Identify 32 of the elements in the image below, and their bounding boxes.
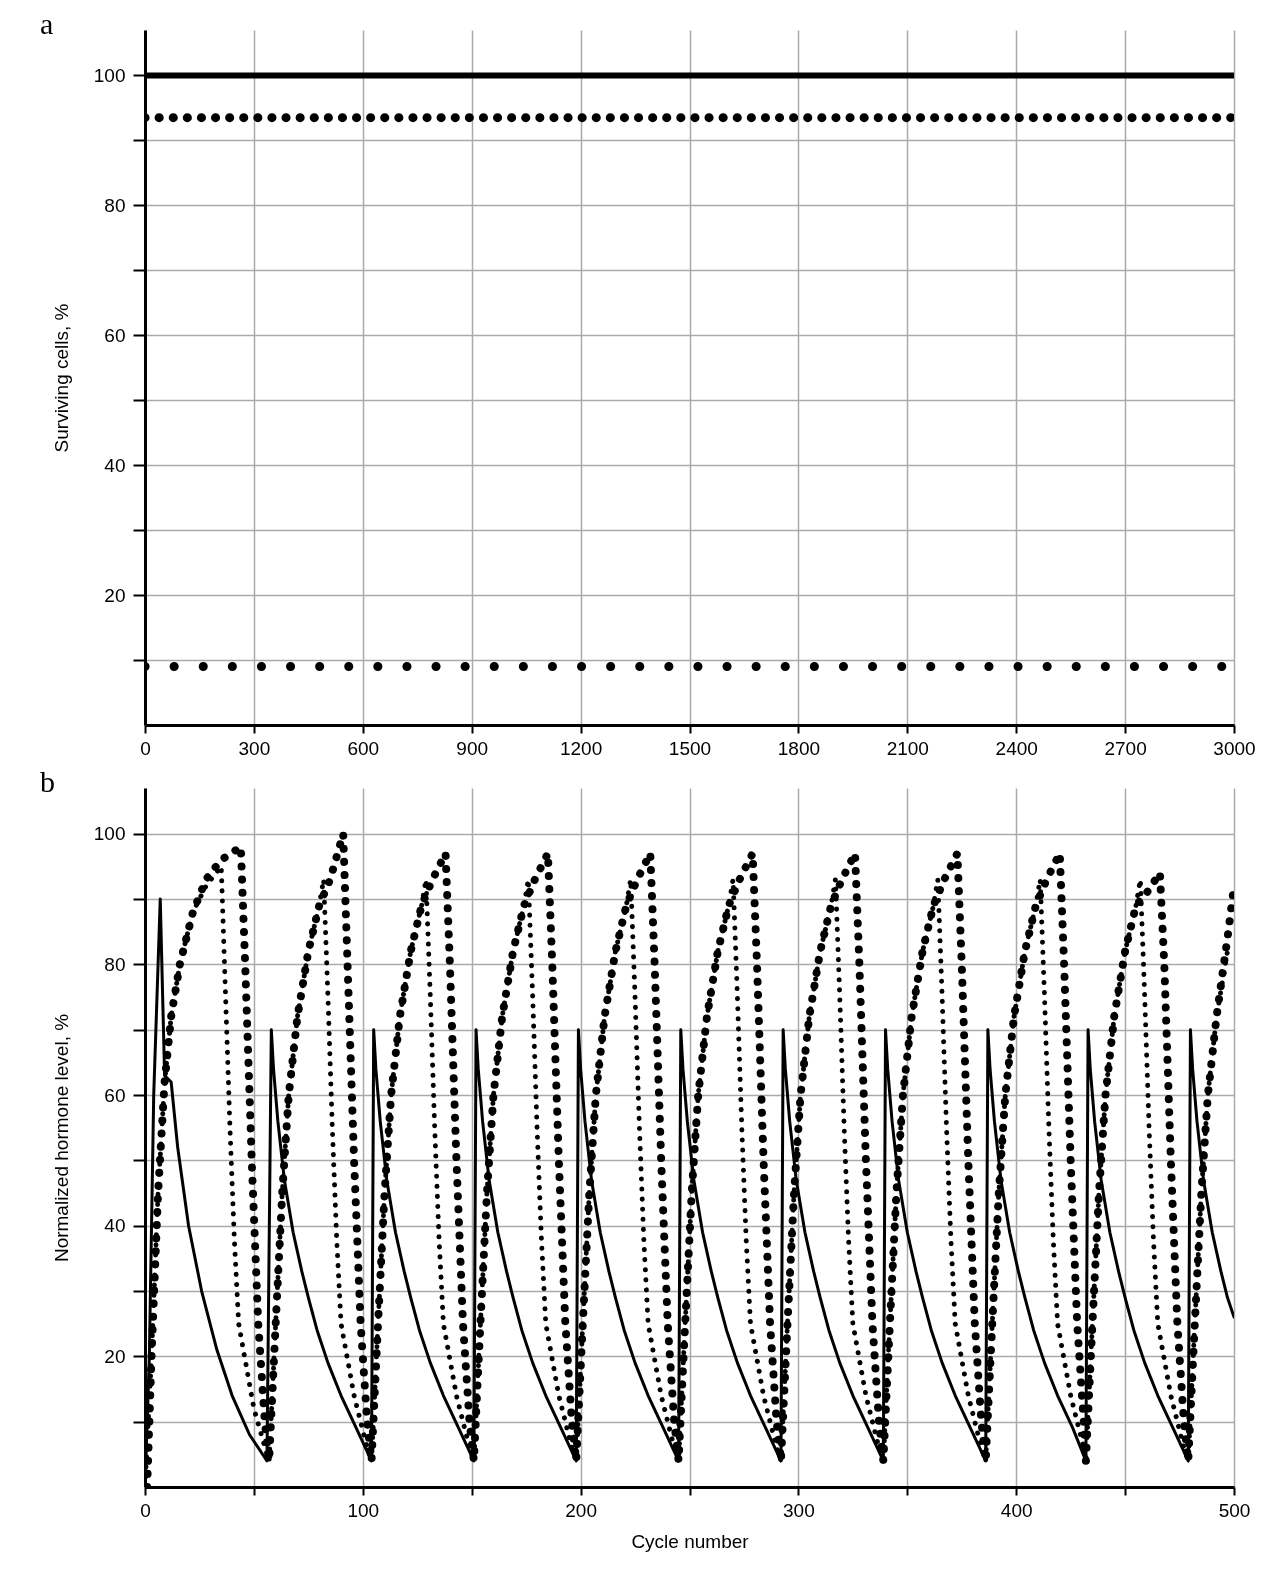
x-tick-label: 3000 [1213, 737, 1256, 759]
x-tick-label: 1200 [559, 737, 603, 759]
x-tick-label: 500 [1218, 1499, 1251, 1521]
y-tick-label: 40 [104, 454, 126, 476]
x-tick-label: 0 [140, 1499, 151, 1521]
y-tick-label: 40 [104, 1215, 126, 1237]
y-tick-label: 80 [104, 194, 126, 216]
x-tick-label: 2400 [995, 737, 1038, 759]
x-tick-label: 600 [347, 737, 380, 759]
x-axis-title: Cycle number [631, 1530, 750, 1552]
y-tick-label: 60 [104, 324, 126, 346]
x-tick-label: 400 [1000, 1499, 1033, 1521]
x-tick-label: 2700 [1104, 737, 1147, 759]
chart-title: a [40, 7, 54, 40]
x-tick-label: 900 [456, 737, 489, 759]
y-axis-title: Normalized hormone level, % [50, 1013, 72, 1263]
x-tick-label: 0 [140, 737, 151, 759]
x-tick-label: 1800 [777, 737, 821, 759]
y-axis-title: Surviving cells, % [50, 303, 72, 453]
y-tick-label: 20 [104, 1345, 126, 1367]
chart-title: b [40, 765, 55, 798]
y-tick-label: 100 [93, 823, 126, 845]
y-tick-label: 60 [104, 1084, 126, 1106]
x-tick-label: 300 [238, 737, 271, 759]
x-tick-label: 2100 [886, 737, 929, 759]
x-tick-label: 100 [347, 1499, 380, 1521]
x-tick-label: 200 [565, 1499, 597, 1521]
y-tick-label: 80 [104, 953, 126, 975]
y-tick-label: 100 [93, 64, 126, 86]
x-tick-label: 1500 [668, 737, 712, 759]
y-tick-label: 20 [104, 584, 126, 606]
x-tick-label: 300 [783, 1499, 815, 1521]
